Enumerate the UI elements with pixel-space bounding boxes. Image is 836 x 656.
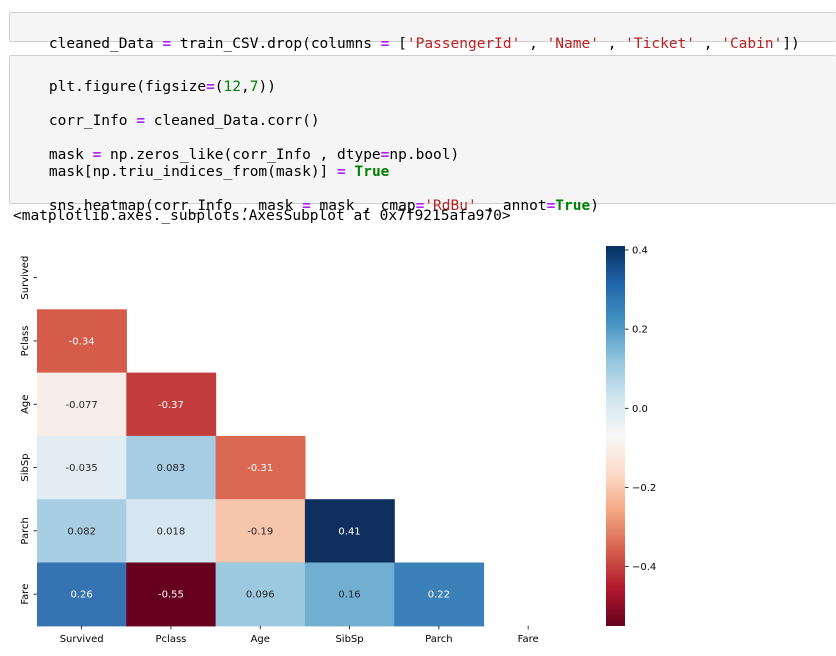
code-token: mask — [48, 147, 93, 163]
code-cell-1[interactable]: cleaned_Data = train_CSV.drop(columns = … — [9, 12, 836, 52]
heatmap-cell — [126, 499, 217, 564]
code-token: sns.heatmap(corr_Info , mask — [48, 198, 303, 214]
y-tick-label: Survived — [20, 256, 31, 300]
code-token: 'Name' — [546, 36, 599, 52]
y-tick-label: SibSp — [20, 453, 31, 481]
heatmap-annotation: 0.26 — [71, 590, 93, 601]
x-tick-label: SibSp — [335, 634, 363, 645]
colorbar-tick-label: −0.2 — [632, 483, 656, 494]
heatmap-cell — [215, 562, 306, 627]
code-token: True — [555, 198, 591, 214]
heatmap-cell — [126, 435, 217, 500]
heatmap-annotation: -0.55 — [158, 590, 184, 601]
code-token: mask , cmap — [310, 198, 416, 214]
heatmap-annotation: 0.096 — [246, 590, 275, 601]
code-token: cleaned_Data — [48, 36, 163, 52]
heatmap-annotation: 0.083 — [157, 463, 186, 474]
code-token: = — [162, 36, 172, 52]
output-repr: <matplotlib.axes._subplots.AxesSubplot a… — [13, 208, 511, 224]
code-cell-2[interactable]: plt.figure(figsize=(12,7)) corr_Info = c… — [9, 55, 836, 214]
code-line: sns.heatmap(corr_Info , mask = mask , cm… — [14, 181, 599, 232]
code-line: mask[np.triu_indices_from(mask)] = True — [14, 147, 389, 198]
heatmap-cell — [215, 435, 306, 500]
heatmap-cell — [37, 562, 127, 627]
code-token: = — [380, 147, 390, 163]
colorbar-tick-label: −0.4 — [632, 562, 656, 573]
heatmap-annotation: -0.077 — [66, 400, 98, 411]
code-token: 'PassengerId' — [406, 36, 521, 52]
heatmap-cell — [304, 562, 395, 627]
code-token: = — [92, 147, 102, 163]
colorbar-tick-label: 0.2 — [632, 325, 648, 336]
x-tick-label: Pclass — [156, 634, 187, 645]
code-line: mask = np.zeros_like(corr_Info , dtype=n… — [14, 130, 459, 181]
y-tick-label: Pclass — [20, 326, 31, 357]
code-token: = — [546, 198, 556, 214]
code-token: = — [206, 79, 215, 95]
heatmap-cell — [37, 499, 127, 564]
code-token: cleaned_Data.corr() — [144, 113, 320, 129]
heatmap-annotation: -0.34 — [69, 336, 95, 347]
code-token: = — [380, 36, 390, 52]
heatmap-cell — [37, 372, 127, 437]
code-token: train_CSV.drop(columns — [171, 36, 381, 52]
heatmap-cell — [215, 499, 306, 564]
heatmap-annotation: -0.31 — [247, 463, 273, 474]
heatmap-cell — [394, 562, 485, 627]
code-token: ]) — [782, 36, 800, 52]
code-token: = — [415, 198, 425, 214]
code-line: plt.figure(figsize=(12,7)) — [14, 62, 276, 113]
colorbar-tick-label: 0.0 — [632, 404, 648, 415]
code-token: , — [241, 79, 250, 95]
code-token: , — [695, 36, 722, 52]
code-token: = — [337, 164, 346, 180]
heatmap-annotation: 0.018 — [157, 526, 186, 537]
heatmap-annotation: -0.37 — [158, 400, 184, 411]
heatmap-annotation: 0.082 — [67, 526, 96, 537]
code-token: ) — [590, 198, 599, 214]
code-token: 7 — [249, 79, 259, 95]
code-token: plt.figure(figsize — [48, 79, 207, 95]
code-token: , annot — [476, 198, 547, 214]
code-token: mask[np.triu_indices_from(mask)] — [48, 164, 338, 180]
x-tick-label: Age — [251, 634, 270, 645]
code-token: , — [520, 36, 547, 52]
heatmap-cell — [126, 372, 217, 437]
code-token: [ — [389, 36, 407, 52]
code-token: True — [354, 164, 390, 180]
code-token: , — [598, 36, 626, 52]
heatmap-cell — [37, 435, 127, 500]
x-tick-label: Parch — [425, 634, 452, 645]
code-line: cleaned_Data = train_CSV.drop(columns = … — [14, 19, 800, 70]
heatmap-cell — [304, 499, 395, 564]
colorbar — [606, 246, 625, 626]
heatmap-annotation: 0.16 — [338, 590, 360, 601]
code-token: 'RdBu' — [424, 198, 477, 214]
code-token: 'Ticket' — [625, 36, 696, 52]
code-token: = — [302, 198, 311, 214]
code-token: ( — [214, 79, 224, 95]
code-token: np.bool) — [389, 147, 460, 163]
y-tick-label: Parch — [20, 517, 31, 544]
x-tick-label: Survived — [60, 634, 104, 645]
heatmap-annotation: -0.19 — [247, 526, 273, 537]
heatmap-annotation: 0.41 — [338, 526, 360, 537]
heatmap-cell — [126, 562, 217, 627]
colorbar-tick-label: 0.4 — [632, 245, 648, 256]
x-tick-label: Fare — [518, 634, 539, 645]
code-token: = — [136, 113, 145, 129]
heatmap-cell — [37, 309, 127, 374]
heatmap-annotation: 0.22 — [428, 590, 450, 601]
code-token: )) — [258, 79, 276, 95]
code-token: np.zeros_like(corr_Info , dtype — [101, 147, 381, 163]
code-line: corr_Info = cleaned_Data.corr() — [14, 96, 320, 147]
y-tick-label: Age — [20, 395, 31, 414]
code-token: 12 — [223, 79, 241, 95]
code-token: 'Cabin' — [721, 36, 783, 52]
code-token: corr_Info — [48, 113, 137, 129]
y-tick-label: Fare — [20, 584, 31, 605]
heatmap-annotation: -0.035 — [66, 463, 98, 474]
